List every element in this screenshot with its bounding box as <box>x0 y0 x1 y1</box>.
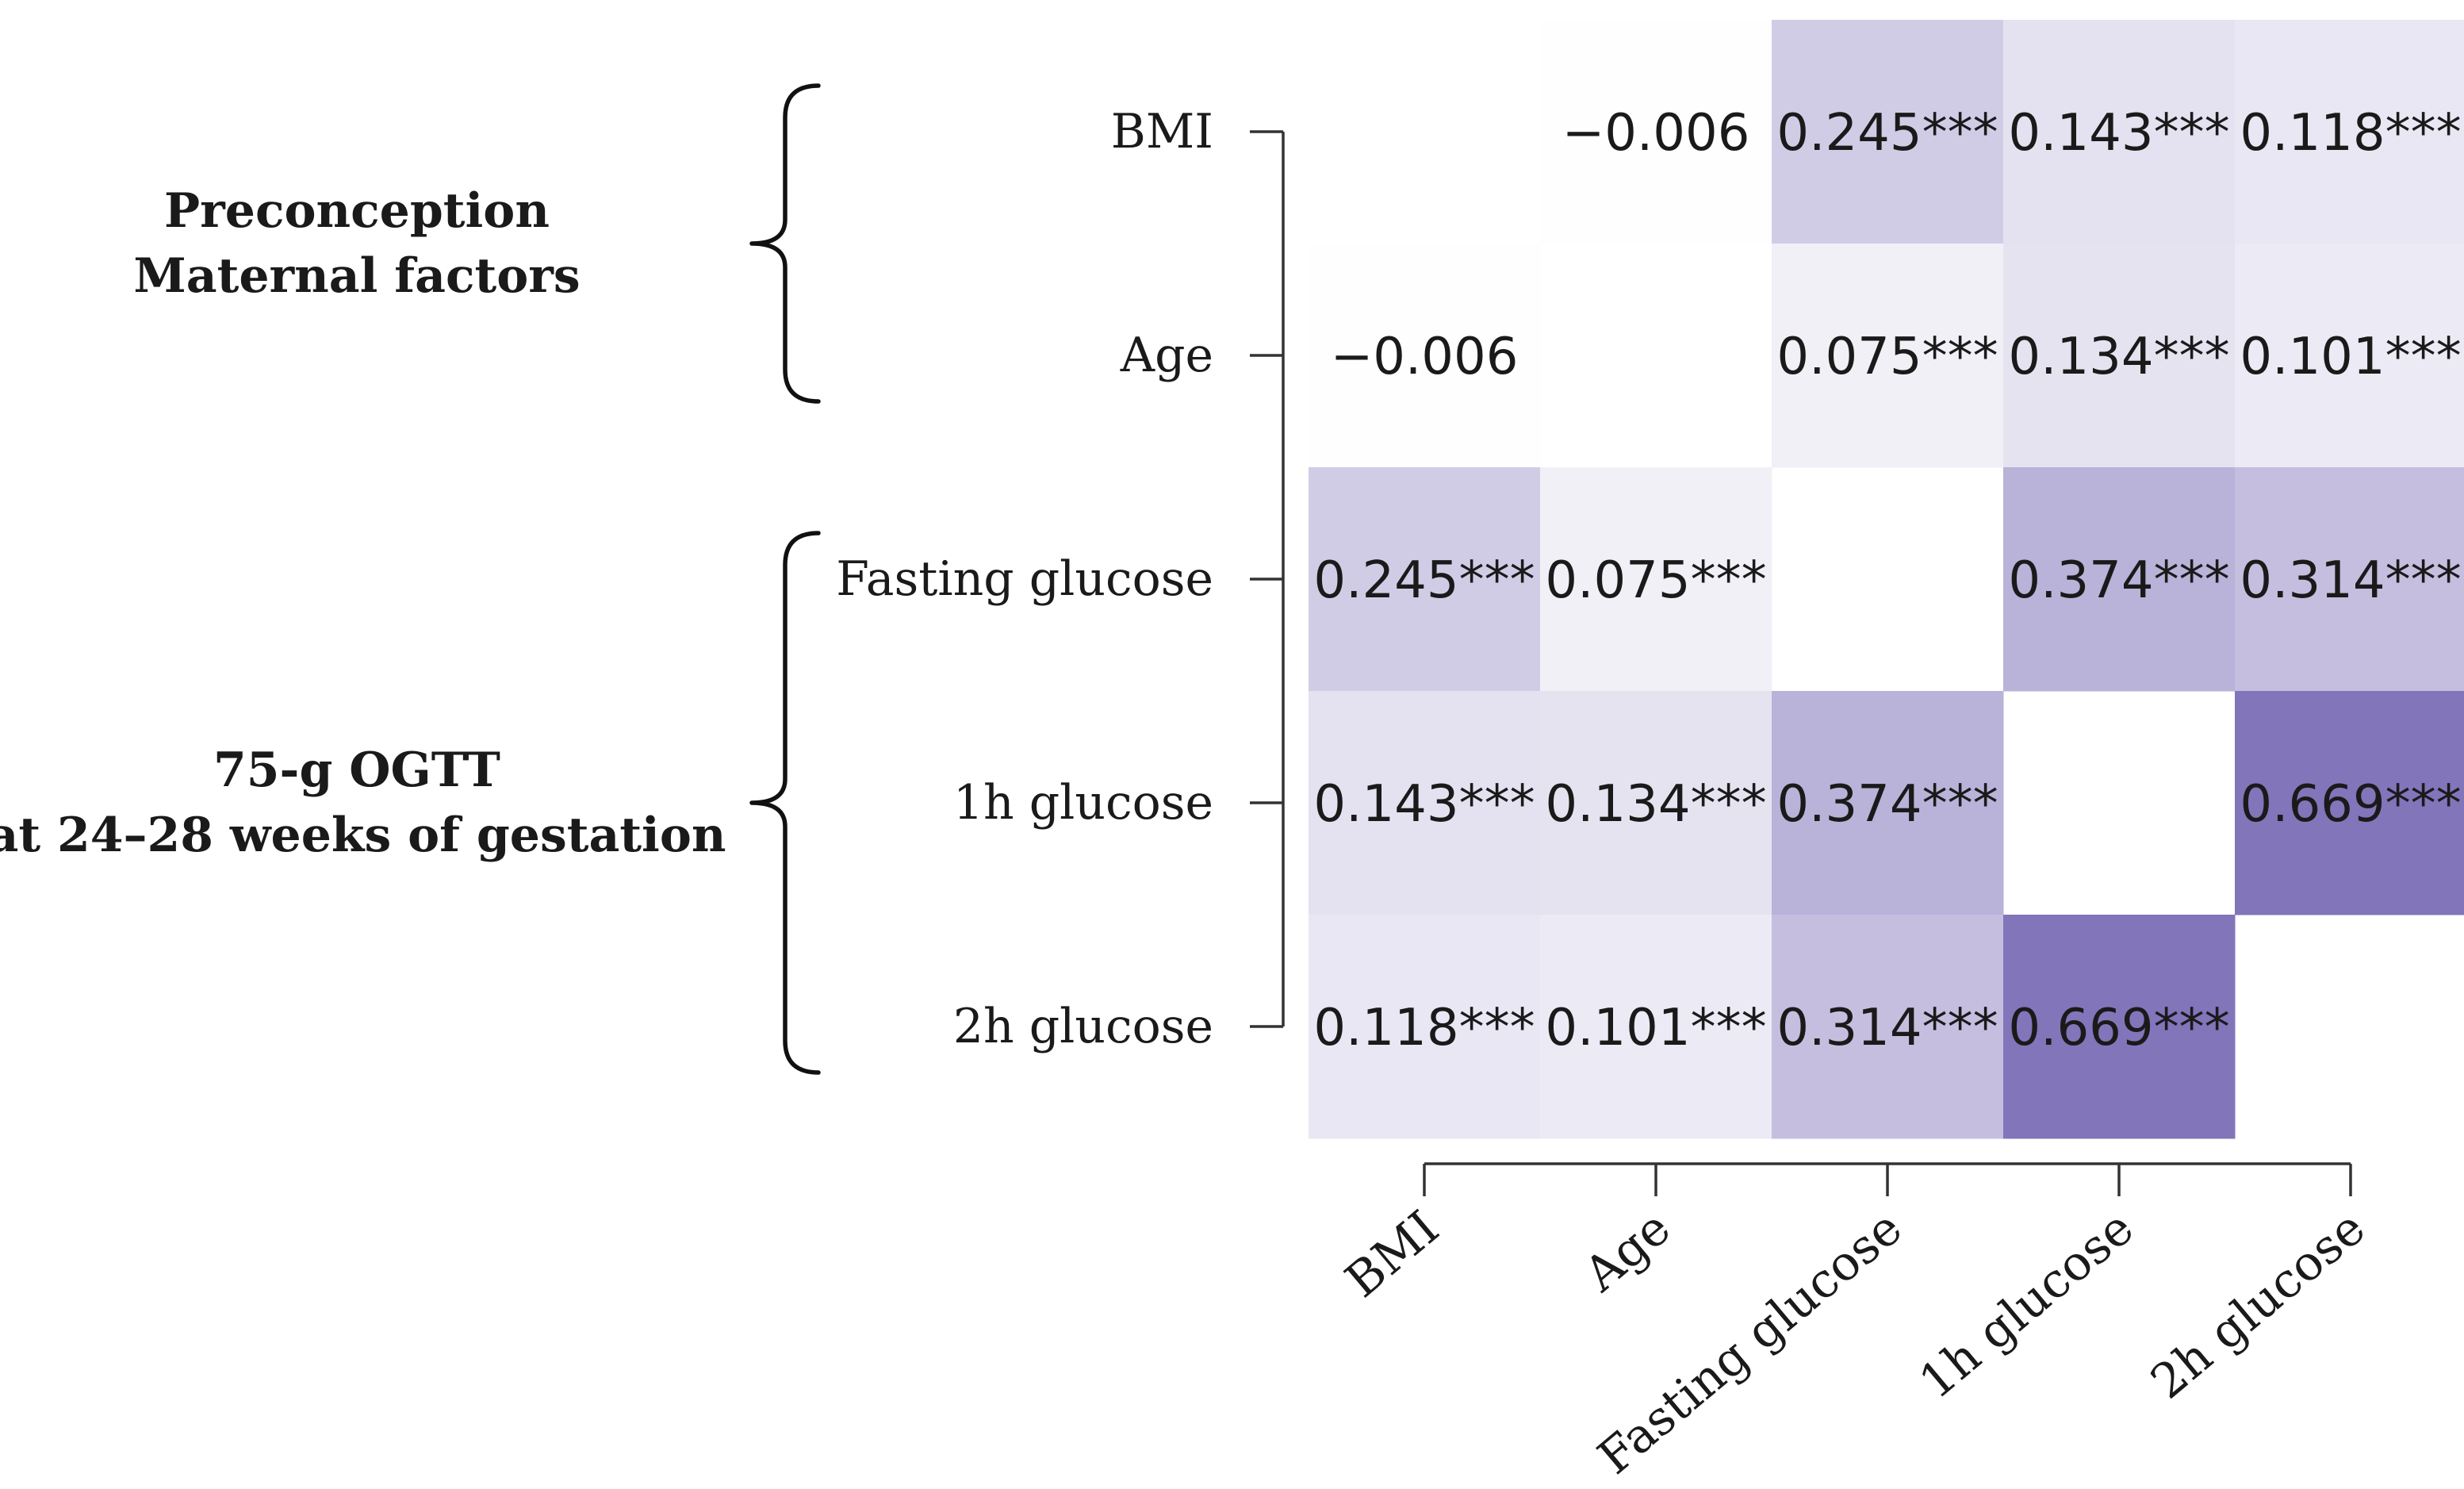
cell-1h-glucose-x-fasting-glucose <box>1772 691 2004 915</box>
group-label-1-line-1: Preconception <box>164 183 550 239</box>
group-brace-2 <box>749 531 821 1075</box>
value-label-2h-glucose-x-age: 0.101*** <box>1545 999 1766 1057</box>
cell-bmi-x-1h-glucose <box>2003 20 2236 244</box>
cell-bmi-x-fasting-glucose <box>1772 20 2004 244</box>
value-label-2h-glucose-x-fasting-glucose: 0.314*** <box>1776 999 1998 1057</box>
value-label-1h-glucose-x-age: 0.134*** <box>1545 775 1766 834</box>
x-tick-label-1h-glucose: 1h glucose <box>1909 1200 2144 1410</box>
cell-age-x-2h-glucose <box>2235 244 2464 468</box>
value-label-1h-glucose-x-2h-glucose: 0.669*** <box>2240 775 2461 834</box>
cell-2h-glucose-x-1h-glucose <box>2003 915 2236 1139</box>
row-groups: Preconception Maternal factors 75-g OGTT at… <box>0 83 821 1075</box>
group-label-2-line-1: 75-g OGTT <box>213 743 500 798</box>
heatmap-cells <box>1309 20 2464 1139</box>
cell-fasting-glucose-x-bmi <box>1309 467 1541 692</box>
cell-bmi-x-2h-glucose <box>2235 20 2464 244</box>
y-tick-label-1h-glucose: 1h glucose <box>953 775 1213 831</box>
cell-2h-glucose-x-fasting-glucose <box>1772 915 2004 1139</box>
x-tick-label-2h-glucose: 2h glucose <box>2140 1200 2375 1410</box>
cell-bmi-x-age <box>1540 20 1772 244</box>
cell-fasting-glucose-x-2h-glucose <box>2235 467 2464 692</box>
value-label-bmi-x-2h-glucose: 0.118*** <box>2240 104 2461 163</box>
value-label-age-x-fasting-glucose: 0.075*** <box>1776 328 1998 386</box>
y-tick-label-2h-glucose: 2h glucose <box>953 999 1213 1054</box>
cell-1h-glucose-x-2h-glucose <box>2235 691 2464 915</box>
y-tick-label-fasting-glucose: Fasting glucose <box>836 551 1213 607</box>
cell-age-x-fasting-glucose <box>1772 244 2004 468</box>
value-label-age-x-2h-glucose: 0.101*** <box>2240 328 2461 386</box>
cell-2h-glucose-x-age <box>1540 915 1772 1139</box>
cell-2h-glucose-x-bmi <box>1309 915 1541 1139</box>
value-label-2h-glucose-x-1h-glucose: 0.669*** <box>2008 999 2229 1057</box>
value-label-2h-glucose-x-bmi: 0.118*** <box>1313 999 1535 1057</box>
value-label-bmi-x-fasting-glucose: 0.245*** <box>1776 104 1998 163</box>
value-label-fasting-glucose-x-2h-glucose: 0.314*** <box>2240 551 2461 610</box>
value-label-age-x-1h-glucose: 0.134*** <box>2008 328 2229 386</box>
cell-fasting-glucose-x-age <box>1540 467 1772 692</box>
x-tick-label-bmi: BMI <box>1335 1200 1450 1309</box>
cell-age-x-1h-glucose <box>2003 244 2236 468</box>
value-label-fasting-glucose-x-bmi: 0.245*** <box>1313 551 1535 610</box>
heatmap-values: −0.006 0.245*** 0.143*** 0.118***−0.006 0.07… <box>1313 104 2461 1057</box>
value-label-1h-glucose-x-fasting-glucose: 0.374*** <box>1776 775 1998 834</box>
value-label-1h-glucose-x-bmi: 0.143*** <box>1313 775 1535 834</box>
value-label-fasting-glucose-x-1h-glucose: 0.374*** <box>2008 551 2229 610</box>
cell-1h-glucose-x-bmi <box>1309 691 1541 915</box>
group-label-1-line-2: Maternal factors <box>133 248 580 304</box>
cell-1h-glucose-x-age <box>1540 691 1772 915</box>
y-axis: BMI Age Fasting glucose 1h glucose 2h glucos… <box>836 104 1285 1054</box>
value-label-bmi-x-1h-glucose: 0.143*** <box>2008 104 2229 163</box>
x-tick-label-age: Age <box>1573 1200 1681 1303</box>
cell-age-x-bmi <box>1309 244 1541 468</box>
group-label-2-line-2: at 24–28 weeks of gestation <box>0 808 726 863</box>
value-label-fasting-glucose-x-age: 0.075*** <box>1545 551 1766 610</box>
value-label-bmi-x-age: −0.006 <box>1562 104 1750 163</box>
group-brace-1 <box>749 83 821 404</box>
y-tick-label-bmi: BMI <box>1111 104 1213 159</box>
value-label-age-x-bmi: −0.006 <box>1331 328 1519 386</box>
y-tick-label-age: Age <box>1120 328 1213 383</box>
cell-fasting-glucose-x-1h-glucose <box>2003 467 2236 692</box>
